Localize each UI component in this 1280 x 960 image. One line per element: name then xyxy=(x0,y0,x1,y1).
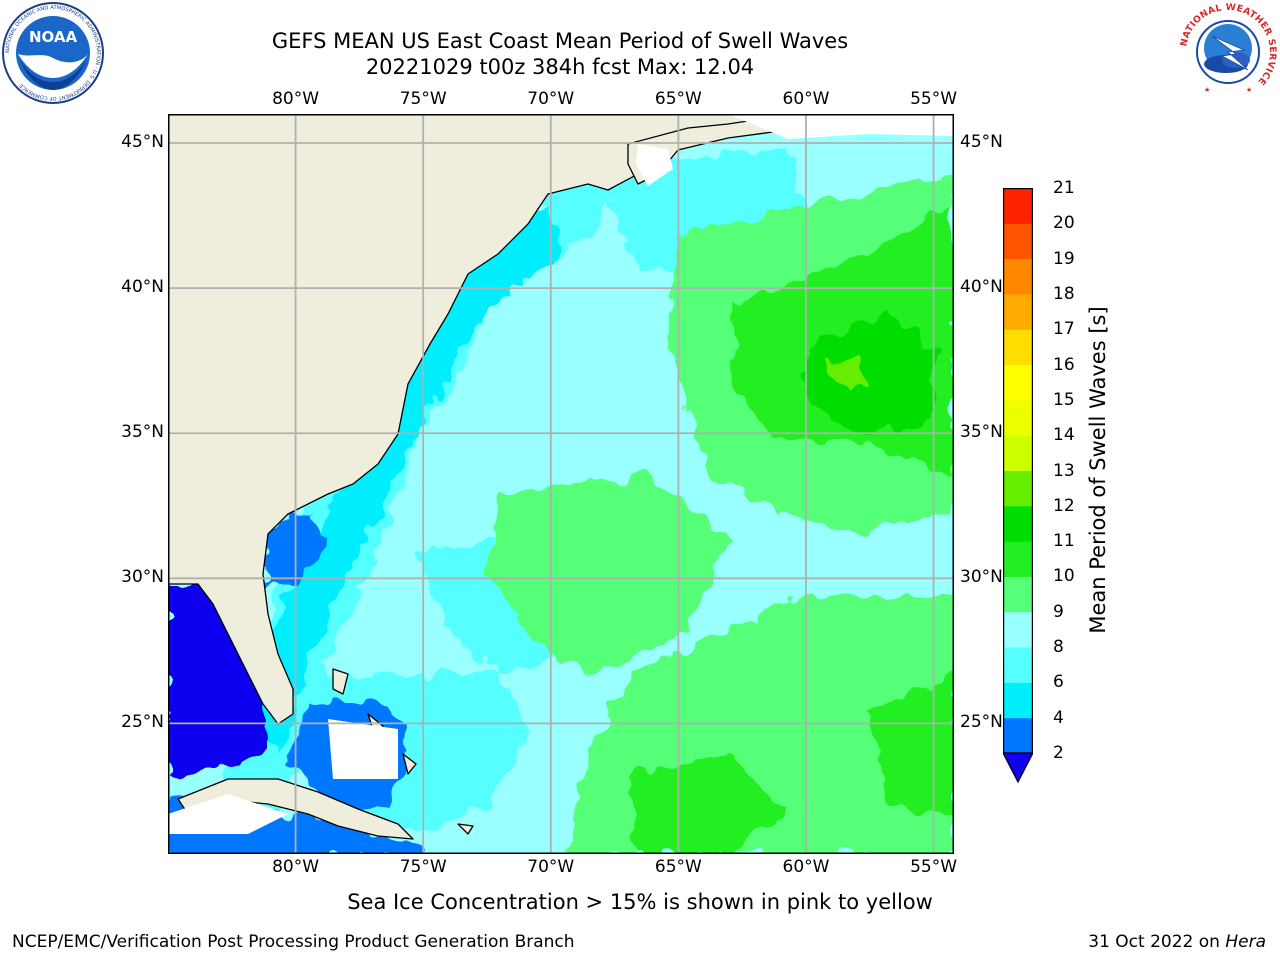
colorbar-segment xyxy=(1003,576,1033,613)
lat-tick-label-left: 45°N xyxy=(121,132,164,153)
lon-tick-label-top: 55°W xyxy=(910,89,958,109)
colorbar-tick-label: 4 xyxy=(1053,707,1064,728)
colorbar-tick-label: 19 xyxy=(1053,248,1075,269)
nws-logo: NATIONAL WEATHER SERVICE ★ ★ xyxy=(1178,2,1278,101)
map-border xyxy=(168,114,954,854)
colorbar-segment xyxy=(1003,647,1033,683)
colorbar-tick-label: 21 xyxy=(1053,178,1075,198)
lat-tick-label-left: 25°N xyxy=(121,712,164,733)
colorbar-segment xyxy=(1003,682,1033,719)
svg-text:NOAA: NOAA xyxy=(29,28,78,46)
colorbar-tick-label: 18 xyxy=(1053,283,1075,304)
svg-text:★: ★ xyxy=(1246,86,1252,94)
lon-tick-label-bottom: 80°W xyxy=(272,857,320,877)
bahamas-island-1 xyxy=(332,668,349,695)
colorbar-segment xyxy=(1003,435,1033,471)
lon-tick-label-top: 65°W xyxy=(654,89,702,109)
colorbar-segment xyxy=(1003,223,1033,260)
credit-text: NCEP/EMC/Verification Post Processing Pr… xyxy=(12,932,575,952)
field-10s-south xyxy=(628,754,788,854)
field-9s-central xyxy=(488,474,728,674)
colorbar-segment xyxy=(1003,470,1033,507)
lon-tick-label-bottom: 55°W xyxy=(910,857,958,877)
svg-text:★: ★ xyxy=(1204,86,1210,94)
chart-subtitle: 20221029 t00z 384h fcst Max: 12.04 xyxy=(365,55,755,79)
missing-data xyxy=(168,114,954,834)
lon-tick-label-bottom: 75°W xyxy=(399,857,447,877)
colorbar-under-extension xyxy=(1003,752,1033,783)
colorbar-segment xyxy=(1003,293,1033,330)
swell-period-field xyxy=(168,119,954,854)
field-6s-coast xyxy=(248,204,558,754)
noaa-logo: NATIONAL OCEANIC AND ATMOSPHERIC ADMINIS… xyxy=(2,2,104,104)
lat-tick-label-left: 40°N xyxy=(121,277,164,298)
colorbar-tick-label: 14 xyxy=(1053,425,1075,446)
lon-tick-label-bottom: 70°W xyxy=(527,857,575,877)
gridlines xyxy=(168,114,954,854)
colorbar-tick-label: 6 xyxy=(1053,672,1064,693)
bahamas-island-3 xyxy=(402,753,417,775)
lat-tick-label-right: 45°N xyxy=(960,132,1003,153)
colorbar-segment xyxy=(1003,611,1033,648)
lat-tick-label-right: 40°N xyxy=(960,277,1003,298)
colorbar-outline xyxy=(1003,188,1033,754)
swell-period-map xyxy=(168,114,954,854)
field-11s-max xyxy=(808,314,938,434)
colorbar-tick-label: 17 xyxy=(1053,319,1075,340)
colorbar-tick-label: 8 xyxy=(1053,637,1064,658)
date-text: 31 Oct 2022 on xyxy=(1088,932,1220,952)
lat-tick-label-left: 30°N xyxy=(121,567,164,588)
lat-tick-label-right: 35°N xyxy=(960,422,1003,443)
colorbar-tick-label: 20 xyxy=(1053,213,1075,234)
colorbar-tick-label: 16 xyxy=(1053,354,1075,375)
lon-tick-label-top: 70°W xyxy=(527,89,575,109)
colorbar-segment xyxy=(1003,717,1033,754)
lon-tick-label-bottom: 65°W xyxy=(654,857,702,877)
colorbar-segment xyxy=(1003,258,1033,295)
colorbar-tick-label: 12 xyxy=(1053,495,1075,516)
lon-tick-label-top: 80°W xyxy=(272,89,320,109)
host-text: Hera xyxy=(1225,932,1266,952)
colorbar-segment xyxy=(1003,364,1033,401)
bahamas-island-4 xyxy=(457,823,474,835)
lon-tick-label-top: 60°W xyxy=(782,89,830,109)
colorbar-segment xyxy=(1003,399,1033,436)
colorbar-tick-label: 2 xyxy=(1053,743,1064,763)
field-10s-east xyxy=(868,674,954,814)
colorbar-tick-label: 9 xyxy=(1053,601,1064,622)
colorbar-segment xyxy=(1003,329,1033,366)
field-under-gulf xyxy=(168,584,268,774)
colorbar-tick-label: 13 xyxy=(1053,460,1075,481)
colorbar-title: Mean Period of Swell Waves [s] xyxy=(1086,306,1110,634)
lon-tick-label-bottom: 60°W xyxy=(782,857,830,877)
sea-ice-note: Sea Ice Concentration > 15% is shown in … xyxy=(347,890,933,914)
colorbar xyxy=(1003,188,1033,783)
lat-tick-label-right: 25°N xyxy=(960,712,1003,733)
colorbar-tick-label: 10 xyxy=(1053,566,1075,587)
colorbar-segment xyxy=(1003,505,1033,542)
lat-tick-label-left: 35°N xyxy=(121,422,164,443)
lon-tick-label-top: 75°W xyxy=(399,89,447,109)
colorbar-tick-label: 11 xyxy=(1053,531,1075,552)
lat-tick-label-right: 30°N xyxy=(960,567,1003,588)
chart-title: GEFS MEAN US East Coast Mean Period of S… xyxy=(271,29,849,53)
colorbar-segment xyxy=(1003,188,1033,224)
colorbar-segment xyxy=(1003,541,1033,577)
colorbar-tick-label: 15 xyxy=(1053,389,1075,410)
field-12s-max xyxy=(828,354,868,399)
footer-date: 31 Oct 2022 on Hera xyxy=(1088,932,1266,952)
